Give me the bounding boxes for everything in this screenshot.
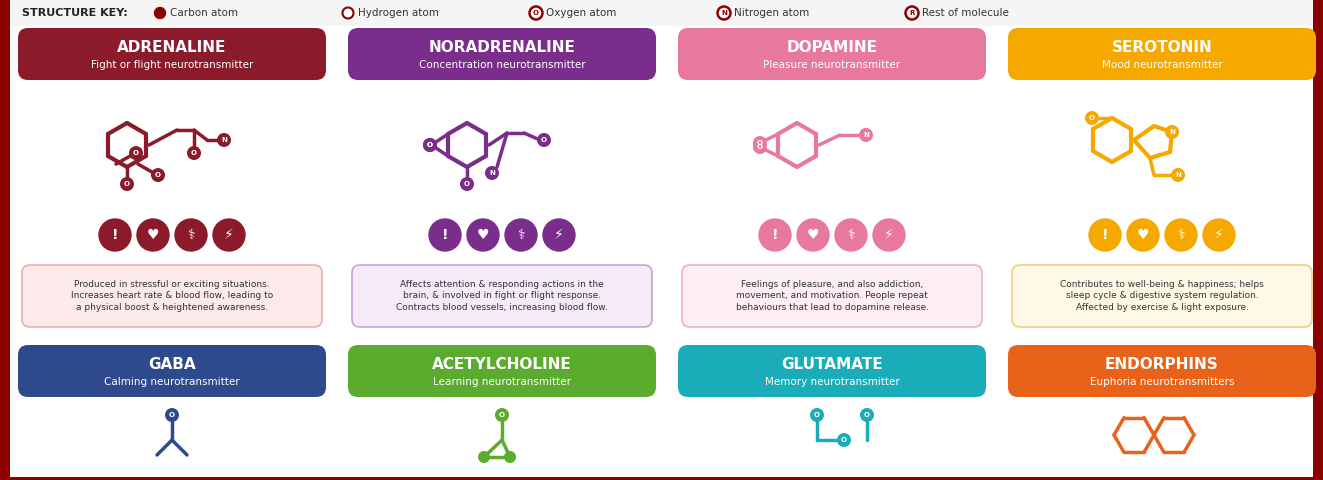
Circle shape: [859, 128, 873, 142]
Text: O: O: [814, 412, 820, 418]
Text: ADRENALINE: ADRENALINE: [118, 40, 226, 55]
Circle shape: [460, 177, 474, 191]
Text: Pleasure neurotransmitter: Pleasure neurotransmitter: [763, 60, 901, 71]
Text: N: N: [863, 132, 869, 138]
Text: SEROTONIN: SEROTONIN: [1111, 40, 1212, 55]
Circle shape: [467, 219, 499, 251]
Circle shape: [120, 177, 134, 191]
FancyBboxPatch shape: [19, 28, 325, 80]
Text: NORADRENALINE: NORADRENALINE: [429, 40, 576, 55]
Circle shape: [478, 451, 490, 463]
Text: Euphoria neurotransmitters: Euphoria neurotransmitters: [1090, 377, 1234, 387]
Text: ♥: ♥: [1136, 228, 1150, 242]
Circle shape: [130, 146, 143, 160]
Text: Carbon atom: Carbon atom: [169, 8, 238, 18]
Text: ⚕: ⚕: [847, 228, 855, 242]
Text: O: O: [757, 140, 763, 146]
Circle shape: [505, 219, 537, 251]
Text: O: O: [191, 150, 197, 156]
Circle shape: [542, 219, 576, 251]
Circle shape: [860, 408, 875, 422]
Text: O: O: [427, 142, 433, 148]
Circle shape: [1203, 219, 1234, 251]
Circle shape: [1127, 219, 1159, 251]
Circle shape: [873, 219, 905, 251]
Circle shape: [429, 219, 460, 251]
Text: O: O: [464, 181, 470, 187]
Circle shape: [835, 219, 867, 251]
Text: O: O: [155, 172, 161, 178]
Text: DOPAMINE: DOPAMINE: [786, 40, 877, 55]
FancyBboxPatch shape: [348, 345, 656, 397]
Text: Nitrogen atom: Nitrogen atom: [734, 8, 810, 18]
Text: ⚡: ⚡: [224, 228, 234, 242]
Text: ⚡: ⚡: [554, 228, 564, 242]
Circle shape: [529, 7, 542, 20]
Text: !: !: [111, 228, 118, 242]
Text: R: R: [909, 10, 914, 16]
Text: STRUCTURE KEY:: STRUCTURE KEY:: [22, 8, 128, 18]
Text: O: O: [134, 150, 139, 156]
Circle shape: [175, 219, 206, 251]
FancyBboxPatch shape: [1312, 0, 1323, 480]
FancyBboxPatch shape: [19, 345, 325, 397]
FancyBboxPatch shape: [352, 265, 652, 327]
Circle shape: [796, 219, 830, 251]
Circle shape: [155, 8, 165, 19]
Circle shape: [165, 408, 179, 422]
Text: GLUTAMATE: GLUTAMATE: [781, 357, 882, 372]
Text: Rest of molecule: Rest of molecule: [922, 8, 1009, 18]
Circle shape: [504, 451, 516, 463]
Circle shape: [151, 168, 165, 182]
Text: N: N: [1170, 129, 1175, 135]
Text: Learning neurotransmitter: Learning neurotransmitter: [433, 377, 572, 387]
FancyBboxPatch shape: [1012, 265, 1312, 327]
FancyBboxPatch shape: [1008, 345, 1316, 397]
Text: ♥: ♥: [476, 228, 490, 242]
FancyBboxPatch shape: [0, 0, 11, 480]
FancyBboxPatch shape: [348, 28, 656, 80]
Circle shape: [99, 219, 131, 251]
Text: !: !: [442, 228, 448, 242]
Text: O: O: [499, 412, 505, 418]
Text: Mood neurotransmitter: Mood neurotransmitter: [1102, 60, 1222, 71]
Text: O: O: [533, 10, 538, 16]
FancyBboxPatch shape: [677, 28, 986, 80]
Text: ⚕: ⚕: [188, 228, 194, 242]
Text: O: O: [841, 437, 847, 443]
Text: Calming neurotransmitter: Calming neurotransmitter: [105, 377, 239, 387]
FancyBboxPatch shape: [1008, 28, 1316, 80]
Text: O: O: [1089, 115, 1095, 121]
FancyBboxPatch shape: [22, 265, 321, 327]
Text: Fight or flight neurotransmitter: Fight or flight neurotransmitter: [91, 60, 253, 71]
Circle shape: [810, 408, 824, 422]
Circle shape: [187, 146, 201, 160]
Text: O: O: [541, 137, 546, 143]
Text: ⚕: ⚕: [517, 228, 525, 242]
Text: O: O: [757, 144, 763, 150]
Text: ♥: ♥: [147, 228, 159, 242]
Text: O: O: [169, 412, 175, 418]
Circle shape: [486, 166, 499, 180]
Circle shape: [343, 8, 353, 19]
FancyBboxPatch shape: [677, 345, 986, 397]
Text: Feelings of pleasure, and also addiction,
movement, and motivation. People repea: Feelings of pleasure, and also addiction…: [736, 280, 929, 312]
Text: !: !: [771, 228, 778, 242]
Text: Memory neurotransmitter: Memory neurotransmitter: [765, 377, 900, 387]
Text: N: N: [1175, 172, 1181, 178]
Text: Concentration neurotransmitter: Concentration neurotransmitter: [418, 60, 585, 71]
Circle shape: [537, 133, 550, 147]
Text: ⚕: ⚕: [1177, 228, 1185, 242]
Circle shape: [1166, 125, 1179, 139]
Text: ⚡: ⚡: [884, 228, 894, 242]
Text: N: N: [221, 137, 228, 143]
Circle shape: [753, 136, 767, 150]
Text: Produced in stressful or exciting situations.
Increases heart rate & blood flow,: Produced in stressful or exciting situat…: [71, 280, 273, 312]
Text: O: O: [427, 142, 433, 148]
Text: O: O: [864, 412, 871, 418]
Circle shape: [1166, 219, 1197, 251]
Text: Hydrogen atom: Hydrogen atom: [359, 8, 439, 18]
Text: Oxygen atom: Oxygen atom: [546, 8, 617, 18]
Circle shape: [217, 133, 232, 147]
